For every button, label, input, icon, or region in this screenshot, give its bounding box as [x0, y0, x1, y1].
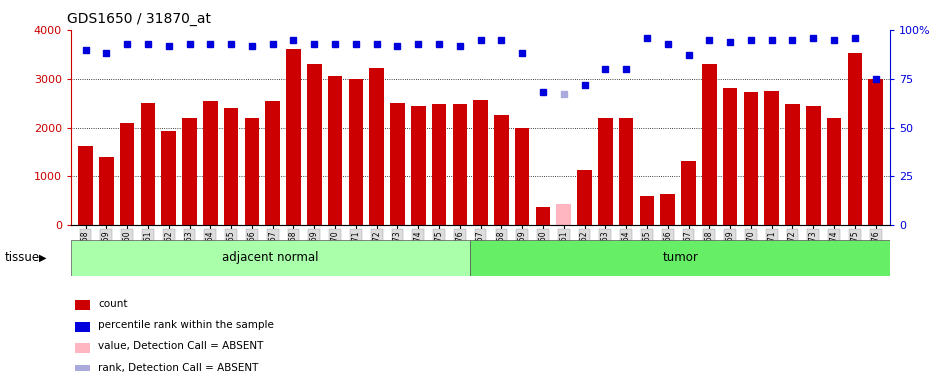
Bar [182, 118, 197, 225]
Bar [599, 118, 613, 225]
Text: rank, Detection Call = ABSENT: rank, Detection Call = ABSENT [98, 363, 259, 373]
Bar [681, 161, 696, 225]
Bar [348, 79, 363, 225]
Bar [827, 118, 841, 225]
Text: percentile rank within the sample: percentile rank within the sample [98, 320, 274, 330]
Text: count: count [98, 298, 128, 309]
Bar [75, 300, 90, 310]
Bar [307, 64, 322, 225]
Text: value, Detection Call = ABSENT: value, Detection Call = ABSENT [98, 342, 263, 351]
Bar [432, 104, 446, 225]
Bar [764, 92, 779, 225]
Text: GDS1650 / 31870_at: GDS1650 / 31870_at [67, 12, 211, 26]
Bar [328, 76, 343, 225]
Bar [868, 79, 883, 225]
Bar [702, 64, 717, 225]
Bar [557, 204, 571, 225]
Bar [660, 194, 675, 225]
Bar [639, 196, 654, 225]
Bar [71, 240, 470, 276]
Text: adjacent normal: adjacent normal [223, 251, 319, 264]
Bar [453, 104, 467, 225]
Bar [618, 118, 634, 225]
Bar [79, 146, 93, 225]
Bar [244, 118, 259, 225]
Bar [474, 100, 488, 225]
Bar [75, 343, 90, 353]
Bar [743, 92, 759, 225]
Bar [806, 106, 820, 225]
Bar [162, 131, 176, 225]
Bar [578, 170, 592, 225]
Bar [265, 101, 280, 225]
Bar [141, 103, 155, 225]
Bar [223, 108, 239, 225]
Bar [75, 364, 90, 375]
Bar [470, 240, 890, 276]
Bar [369, 68, 384, 225]
Text: tissue: tissue [5, 251, 40, 264]
Bar [494, 115, 509, 225]
Bar [723, 88, 738, 225]
Text: tumor: tumor [662, 251, 698, 264]
Bar [848, 53, 862, 225]
Bar [390, 103, 404, 225]
Bar [75, 322, 90, 332]
Bar [536, 207, 550, 225]
Bar [203, 101, 218, 225]
Text: ▶: ▶ [39, 253, 46, 263]
Bar [785, 104, 799, 225]
Bar [99, 157, 114, 225]
Bar [286, 48, 301, 225]
Bar [120, 123, 134, 225]
Bar [411, 106, 425, 225]
Bar [515, 128, 529, 225]
